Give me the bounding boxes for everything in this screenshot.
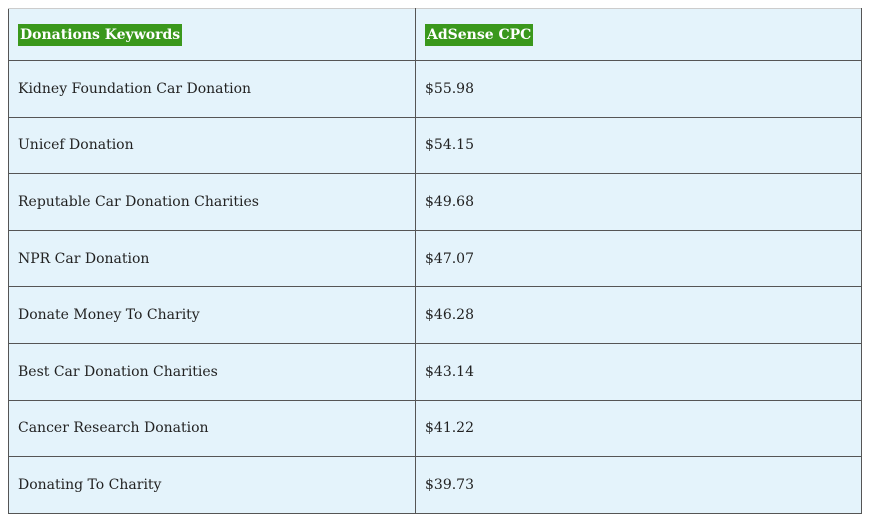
cpc-cell: $54.15	[415, 116, 862, 175]
cpc-cell: $43.14	[415, 342, 862, 401]
keyword-cell: NPR Car Donation	[8, 229, 416, 288]
keyword-cell: Donating To Charity	[8, 456, 416, 514]
keyword-cell: Cancer Research Donation	[8, 399, 416, 458]
cpc-table: Donations Keywords AdSense CPC Kidney Foun…	[8, 8, 862, 514]
table-row: Donate Money To Charity $46.28	[8, 286, 862, 344]
cpc-cell: $41.22	[415, 399, 862, 458]
table-row: Kidney Foundation Car Donation $55.98	[8, 60, 862, 118]
keyword-cell: Kidney Foundation Car Donation	[8, 60, 416, 118]
cpc-cell: $49.68	[415, 173, 862, 231]
cpc-cell: $39.73	[415, 456, 862, 514]
cpc-cell: $47.07	[415, 229, 862, 288]
table-row: NPR Car Donation $47.07	[8, 229, 862, 288]
cpc-cell: $55.98	[415, 60, 862, 118]
header-label: AdSense CPC	[425, 23, 534, 46]
keyword-cell: Reputable Car Donation Charities	[8, 173, 416, 231]
table-row: Donating To Charity $39.73	[8, 456, 862, 514]
header-row: Donations Keywords AdSense CPC	[8, 8, 862, 61]
keyword-cell: Unicef Donation	[8, 116, 416, 175]
keyword-cell: Best Car Donation Charities	[8, 342, 416, 401]
table-row: Cancer Research Donation $41.22	[8, 399, 862, 458]
header-label: Donations Keywords	[18, 23, 183, 46]
table-row: Unicef Donation $54.15	[8, 116, 862, 175]
header-cell: AdSense CPC	[415, 8, 862, 61]
header-cell: Donations Keywords	[8, 8, 416, 61]
table-row: Reputable Car Donation Charities $49.68	[8, 173, 862, 231]
table-row: Best Car Donation Charities $43.14	[8, 342, 862, 401]
keyword-cell: Donate Money To Charity	[8, 286, 416, 344]
cpc-cell: $46.28	[415, 286, 862, 344]
